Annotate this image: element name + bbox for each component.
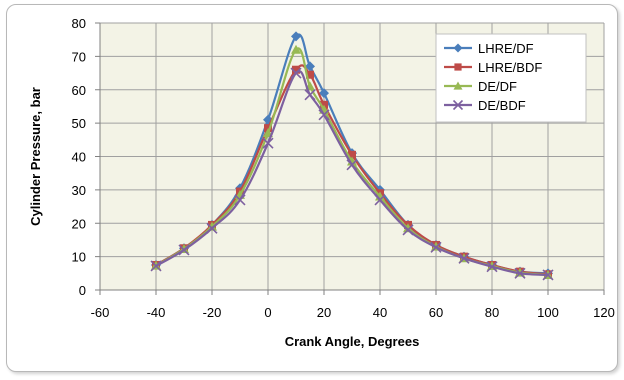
data-point-triangle xyxy=(291,44,301,54)
y-tick-label: 40 xyxy=(72,150,86,165)
legend-entry: LHRE/DF xyxy=(444,41,534,56)
legend-label: LHRE/DF xyxy=(478,41,534,56)
y-tick-label: 50 xyxy=(72,116,86,131)
x-tick-label: -40 xyxy=(147,305,166,320)
data-point-x xyxy=(430,241,442,253)
series-line xyxy=(155,64,549,276)
y-tick-label: 0 xyxy=(79,283,86,298)
data-point-square xyxy=(348,150,356,159)
x-tick-label: 0 xyxy=(264,305,271,320)
data-point-x xyxy=(452,99,464,111)
data-point-square xyxy=(306,70,314,79)
data-point-x xyxy=(514,267,526,279)
data-point-square xyxy=(320,100,328,109)
data-point-x xyxy=(458,252,470,264)
data-point-x xyxy=(178,244,190,256)
x-tick-label: 60 xyxy=(429,305,443,320)
legend-label: LHRE/BDF xyxy=(478,60,542,75)
x-tick-label: -60 xyxy=(91,305,110,320)
y-tick-label: 20 xyxy=(72,216,86,231)
data-point-diamond xyxy=(453,43,463,53)
data-point-x xyxy=(318,109,330,121)
data-point-x xyxy=(150,260,162,272)
axes xyxy=(95,22,605,295)
legend-entry: LHRE/BDF xyxy=(444,60,542,75)
legend-label: DE/BDF xyxy=(478,98,526,113)
data-point-x xyxy=(290,67,302,79)
data-point-triangle xyxy=(453,81,463,90)
y-tick-label: 30 xyxy=(72,183,86,198)
x-tick-label: -20 xyxy=(203,305,222,320)
data-point-triangle xyxy=(403,223,413,233)
series-de-bdf xyxy=(150,67,554,281)
data-point-x xyxy=(486,261,498,273)
x-tick-label: 120 xyxy=(593,305,615,320)
y-tick-label: 80 xyxy=(72,16,86,31)
data-point-x xyxy=(374,194,386,206)
data-point-x xyxy=(206,222,218,234)
data-point-square xyxy=(292,65,300,74)
legend-entry: DE/DF xyxy=(444,79,517,94)
y-axis-title: Cylinder Pressure, bar xyxy=(28,87,43,226)
data-point-x xyxy=(234,194,246,206)
tick-labels: 0 10 20 30 40 50 60 70 80 -60 -40 -20 0 20 40 60 80 100 12… xyxy=(72,16,615,320)
data-point-diamond xyxy=(319,88,329,99)
x-tick-label: 20 xyxy=(317,305,331,320)
data-point-square xyxy=(264,124,272,133)
y-tick-label: 10 xyxy=(72,250,86,265)
y-tick-label: 60 xyxy=(72,83,86,98)
x-tick-label: 40 xyxy=(373,305,387,320)
data-point-x xyxy=(542,269,554,281)
data-point-x xyxy=(402,224,414,236)
x-tick-label: 100 xyxy=(537,305,559,320)
data-point-square xyxy=(454,63,462,71)
legend-entry: DE/BDF xyxy=(444,98,526,113)
legend: LHRE/DF LHRE/BDF DE/DF DE/BDF xyxy=(435,33,587,123)
data-point-diamond xyxy=(305,61,315,72)
legend-label: DE/DF xyxy=(478,79,517,94)
y-tick-label: 70 xyxy=(72,49,86,64)
data-point-x xyxy=(262,137,274,149)
data-point-x xyxy=(346,159,358,171)
series-line xyxy=(155,70,549,277)
x-axis-title: Crank Angle, Degrees xyxy=(285,334,420,349)
x-tick-label: 80 xyxy=(485,305,499,320)
data-point-x xyxy=(304,89,316,101)
data-point-diamond xyxy=(291,31,301,42)
data-point-triangle xyxy=(207,221,217,231)
series-group xyxy=(150,31,554,281)
